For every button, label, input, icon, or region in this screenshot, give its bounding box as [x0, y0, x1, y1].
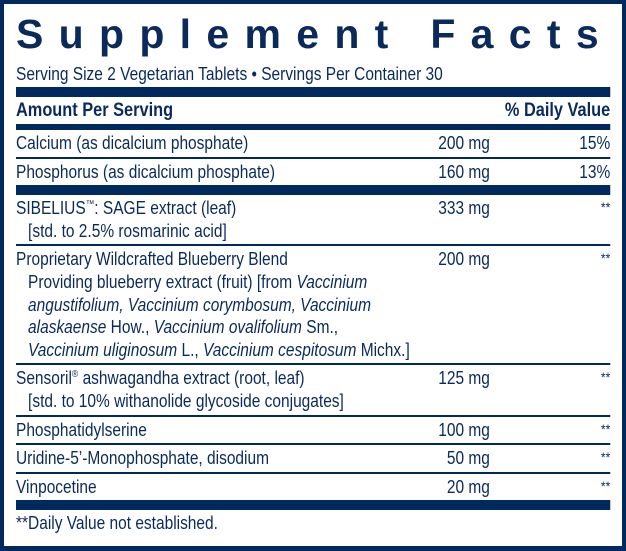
ingredient-amount: 125 mg	[438, 368, 490, 389]
ingredient-standardization: [std. to 10% withanolide glycoside conju…	[28, 390, 344, 411]
ingredient-row: Sensoril® ashwagandha extract (root, lea…	[16, 365, 610, 414]
amount-per-serving-header: Amount Per Serving	[16, 100, 174, 121]
nutrient-name: Calcium (as dicalcium phosphate)	[16, 133, 249, 153]
ingredient-name-text: Sensoril	[16, 368, 72, 389]
divider-thin	[16, 156, 611, 159]
divider-thin	[16, 244, 611, 247]
daily-value-header: % Daily Value	[504, 100, 611, 121]
nutrient-daily-value: 13%	[579, 161, 611, 182]
divider-thick	[16, 500, 611, 511]
ingredient-daily-value: **	[600, 250, 611, 267]
ingredient-amount: 100 mg	[438, 419, 490, 440]
divider-thin	[16, 414, 611, 417]
footnote: **Daily Value not established.	[16, 513, 218, 534]
ingredient-daily-value: **	[600, 477, 611, 494]
desc-species: alaskaense	[28, 317, 107, 338]
divider-medium	[16, 124, 611, 130]
ingredient-name: Sensoril® ashwagandha extract (root, lea…	[16, 367, 387, 390]
ingredient-row: Proprietary Wildcrafted Blueberry Blend …	[16, 246, 610, 363]
ingredient-row: Phosphatidylserine 100 mg **	[16, 417, 610, 444]
nutrient-daily-value: 15%	[579, 133, 611, 153]
ingredient-daily-value: **	[600, 420, 611, 437]
ingredient-amount: 20 mg	[446, 476, 490, 497]
nutrient-row: Phosphorus (as dicalcium phosphate) 160 …	[16, 159, 610, 186]
nutrient-row: Calcium (as dicalcium phosphate) 200 mg …	[16, 130, 610, 157]
ingredient-row: Uridine-5’-Monophosphate, disodium 50 mg…	[16, 445, 610, 472]
desc-text: Providing blueberry extract (fruit) [fro…	[28, 271, 297, 292]
desc-text: Michx.]	[356, 339, 410, 360]
ingredient-name: SIBELIUS™: SAGE extract (leaf)	[16, 197, 387, 220]
ingredient-description: Providing blueberry extract (fruit) [fro…	[16, 271, 490, 361]
column-header: Amount Per Serving % Daily Value	[16, 97, 610, 124]
ingredient-name: Phosphatidylserine	[16, 419, 147, 440]
ingredient-name: Uridine-5’-Monophosphate, disodium	[16, 448, 269, 469]
label-body: Serving Size 2 Vegetarian Tablets • Serv…	[16, 62, 611, 536]
ingredient-name-rest: : SAGE extract (leaf)	[94, 198, 237, 219]
divider-thin	[16, 443, 611, 446]
desc-species: Vaccinium uliginosum	[28, 339, 178, 360]
registered-mark: ®	[71, 369, 79, 381]
ingredient-standardization: [std. to 2.5% rosmarinic acid]	[28, 220, 227, 241]
desc-species: Vaccinium	[296, 271, 368, 292]
trademark-mark: ™	[85, 199, 95, 211]
nutrient-name: Phosphorus (as dicalcium phosphate)	[16, 161, 276, 182]
nutrient-amount: 160 mg	[438, 161, 490, 182]
ingredient-name-rest: ashwagandha extract (root, leaf)	[78, 368, 305, 389]
label-title: Supplement Facts	[16, 11, 614, 57]
desc-species: Vaccinium cespitosum	[202, 339, 357, 360]
nutrient-amount: 200 mg	[438, 133, 490, 153]
divider-thick	[16, 87, 611, 97]
ingredient-name: Proprietary Wildcrafted Blueberry Blend	[16, 249, 288, 270]
ingredient-row: SIBELIUS™: SAGE extract (leaf) 333 mg **…	[16, 195, 610, 244]
serving-info: Serving Size 2 Vegetarian Tablets • Serv…	[16, 64, 443, 84]
desc-species: angustifolium, Vaccinium corymbosum, Vac…	[28, 294, 372, 315]
ingredient-amount: 333 mg	[438, 198, 490, 219]
ingredient-daily-value: **	[600, 369, 611, 386]
ingredient-amount: 50 mg	[446, 448, 490, 469]
ingredient-amount: 200 mg	[438, 249, 490, 270]
desc-species: Vaccinium ovalifolium	[153, 317, 302, 338]
desc-text: L.,	[177, 339, 203, 360]
desc-text: How.,	[106, 317, 154, 338]
ingredient-daily-value: **	[600, 449, 611, 466]
divider-thick	[16, 185, 611, 196]
ingredient-row: Vinpocetine 20 mg **	[16, 474, 610, 501]
divider-thin	[16, 471, 611, 474]
divider-thin	[16, 363, 611, 366]
ingredient-name-text: SIBELIUS	[16, 198, 86, 219]
desc-text: Sm.,	[301, 317, 339, 338]
ingredient-daily-value: **	[600, 199, 611, 216]
ingredient-name: Vinpocetine	[16, 476, 97, 497]
